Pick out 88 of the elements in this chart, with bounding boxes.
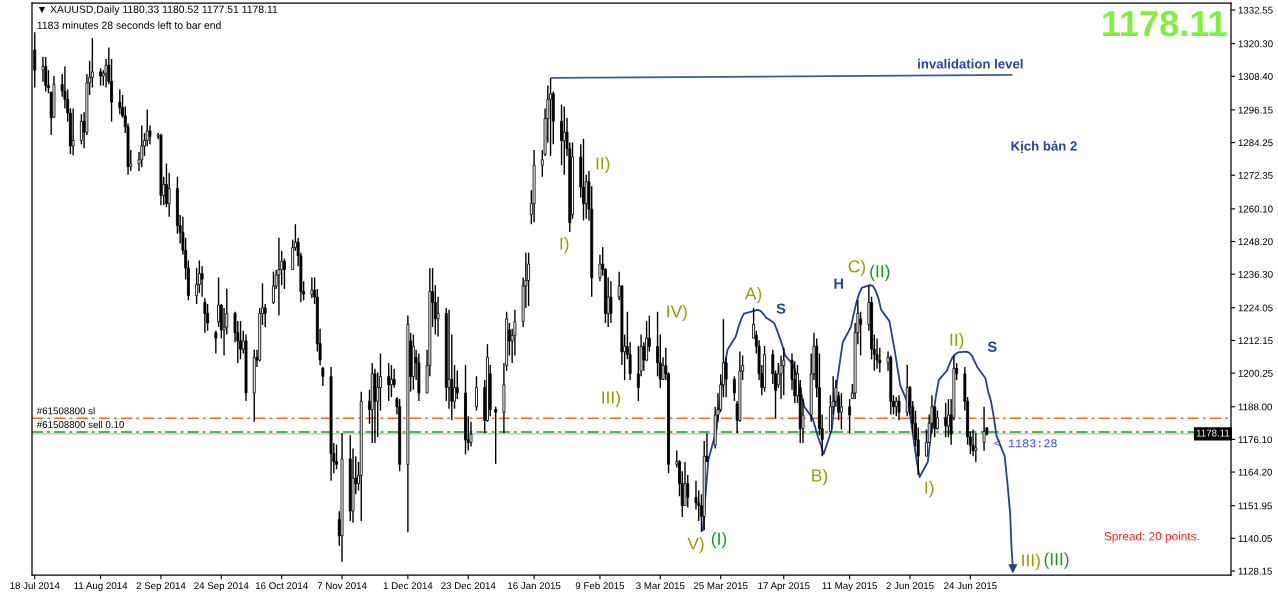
candlestick (310, 276, 314, 300)
candlestick (475, 375, 478, 412)
y-tick-label: 1212.15 (1238, 337, 1273, 345)
x-tick-label: 16 Oct 2014 (255, 582, 308, 590)
annotation: H (834, 278, 843, 289)
ref-line-label: #61508800 sl (36, 407, 95, 415)
x-tick-label: 7 Nov 2014 (317, 582, 367, 590)
candlestick (848, 398, 852, 435)
candlestick (571, 141, 574, 220)
chart-title: ▼ XAUUSD,Daily 1180.33 1180.52 1177.51 1178.11 (38, 5, 278, 15)
text: 1183 minutes 28 seconds left to bar end (37, 21, 221, 29)
x-tick-label: 2 Sep 2014 (136, 582, 186, 592)
x-tick-label: 9 Feb 2015 (575, 581, 625, 590)
candlestick (875, 337, 879, 370)
x-tick-label: 23 Dec 2014 (441, 582, 496, 590)
annotation: I) (925, 480, 934, 498)
candlestick (214, 330, 218, 355)
annotation: 1178.11 (1103, 10, 1227, 37)
y-tick-label: 1236.30 (1238, 270, 1273, 278)
candlestick (494, 406, 498, 465)
ref-line-label: #61508800 sell 0.10 (36, 420, 124, 428)
annotation: II) (596, 156, 610, 174)
candlestick (217, 276, 221, 328)
candlestick (71, 107, 75, 157)
annotation: B) (812, 468, 828, 486)
candlestick (321, 366, 325, 387)
x-tick-label: 25 Mar 2015 (693, 582, 748, 590)
y-tick-label: 1128.15 (1238, 567, 1272, 575)
candlestick (453, 364, 456, 410)
candlestick (140, 124, 144, 168)
y-tick-label: 1224.05 (1238, 304, 1273, 312)
candlestick (527, 252, 531, 307)
y-tick-label: 1176.10 (1238, 436, 1272, 444)
annotation: IV) (667, 304, 687, 321)
x-tick-label: 3 Mar 2015 (636, 582, 685, 590)
candlestick (203, 297, 207, 334)
y-tick-label: 1260.10 (1238, 205, 1273, 213)
y-tick-label: 1332.55 (1238, 6, 1273, 14)
annotation: II) (950, 333, 964, 350)
annotation: V) (687, 536, 704, 554)
x-tick-label: 2 Jun 2015 (886, 582, 934, 590)
y-tick-label: 1284.25 (1238, 139, 1273, 147)
ref-line-label: 1178.11 (1196, 429, 1230, 437)
candlestick (732, 375, 736, 402)
annotation: S (776, 303, 786, 314)
candlestick (464, 364, 467, 455)
y-tick-label: 1164.20 (1238, 468, 1272, 476)
y-tick-label: 1188.00 (1238, 403, 1272, 411)
y-tick-label: 1200.25 (1238, 369, 1273, 377)
y-tick-label: 1296.15 (1238, 106, 1273, 114)
annotation: (III) (1044, 552, 1069, 569)
annotation: A) (744, 286, 762, 304)
candlestick (118, 88, 122, 115)
candlestick (782, 347, 786, 396)
candlestick (935, 409, 939, 431)
annotation: (I) (711, 532, 727, 549)
y-tick-label: 1320.30 (1238, 40, 1273, 48)
x-tick-label: 16 Jan 2015 (508, 582, 561, 590)
y-tick-label: 1248.20 (1238, 238, 1273, 246)
x-tick-label: 1 Dec 2014 (383, 582, 433, 590)
x-tick-label: 11 May 2015 (822, 582, 877, 592)
x-tick-label: 11 Aug 2014 (74, 582, 128, 592)
annotation: invalidation level (918, 58, 1023, 69)
candlestick (277, 236, 281, 317)
x-tick-label: 18 Jul 2014 (10, 581, 60, 590)
y-tick-label: 1151.95 (1238, 502, 1272, 510)
candlestick (44, 56, 48, 93)
y-tick-label: 1272.35 (1238, 171, 1273, 179)
candlestick (335, 443, 338, 471)
x-tick-label: 24 Sep 2014 (194, 582, 249, 592)
x-tick-label: 24 Jun 2015 (944, 582, 997, 590)
annotation: (II) (870, 264, 890, 281)
y-tick-label: 1308.40 (1238, 73, 1273, 80)
y-tick-label: 1140.05 (1238, 535, 1272, 542)
x-tick-label: 17 Apr 2015 (758, 582, 810, 592)
annotation: III) (602, 390, 620, 408)
candlestick (974, 432, 978, 463)
annotation: Spread: 20 points. (1104, 531, 1199, 543)
annotation: I) (560, 236, 569, 254)
annotation: S (987, 341, 997, 352)
annotation: C) (848, 259, 865, 276)
candlestick (239, 320, 242, 360)
annotation: III) (1022, 553, 1040, 570)
candlestick (609, 280, 613, 324)
candlestick (897, 394, 901, 421)
candlestick (272, 271, 275, 305)
candlestick (763, 345, 767, 393)
annotation: Kịch bản 2 (1011, 140, 1077, 153)
